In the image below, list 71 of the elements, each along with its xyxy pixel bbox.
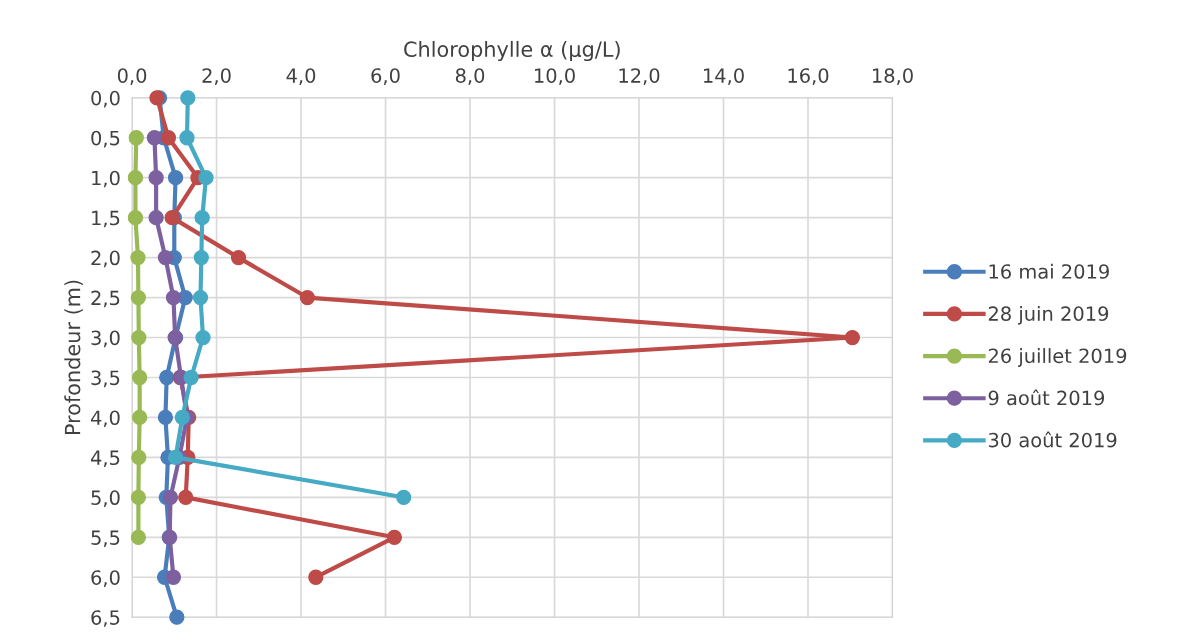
y-tick-label: 4,5 [90,450,120,468]
y-tick-label: 6,0 [91,570,120,587]
point [159,369,175,386]
x-tick-label: 18,0 [872,68,913,85]
x-tick-label: 12,0 [619,68,660,85]
x-tick-label: 8,0 [455,68,485,85]
point [195,329,211,346]
point [193,249,209,266]
x-tick-label: 0,0 [117,68,147,85]
point [180,90,196,106]
point [192,289,209,306]
point [169,609,185,625]
point [165,569,182,585]
x-tick-label: 16,0 [788,68,829,85]
point [128,130,144,146]
point [308,569,324,585]
y-tick-label: 1,0 [92,170,120,188]
point [127,210,144,226]
y-tick-label: 2,5 [91,290,120,308]
point [194,210,210,226]
y-tick-label: 2,0 [91,250,120,268]
point [174,409,190,426]
point [157,409,174,426]
y-tick-label: 1,5 [92,210,120,228]
point [844,329,861,346]
x-tick-label: 6,0 [371,68,400,85]
point [157,249,174,266]
y-tick-label: 5,5 [91,530,120,547]
point [299,289,316,306]
y-tick-label: 3,0 [91,330,120,348]
point [130,529,147,545]
point [165,289,182,306]
point [396,489,412,505]
y-tick-label: 5,0 [91,490,120,507]
legend-label: 28 juin 2019 [988,305,1109,325]
point [148,210,164,226]
point [230,249,247,266]
point [183,369,199,386]
point [167,449,184,466]
x-tick-label: 10,0 [535,68,575,85]
point [130,249,146,266]
y-tick-label: 4,0 [90,410,120,428]
point [131,449,147,466]
point [178,489,194,505]
point [130,489,147,505]
point [130,289,147,306]
point [127,170,144,186]
x-axis-title: Chlorophylle α (µg/L) [404,40,620,62]
point [160,130,177,146]
x-tick-label: 4,0 [286,68,316,85]
legend-label: 9 août 2019 [988,389,1105,406]
y-tick-label: 0,5 [91,130,120,148]
point [162,489,179,505]
legend-label: 26 juillet 2019 [988,348,1127,367]
point [167,170,184,186]
point [148,170,164,186]
x-tick-label: 2,0 [202,68,231,85]
point [198,170,214,186]
point [132,409,148,426]
legend-label: 30 août 2019 [988,431,1117,448]
y-tick-label: 0,0 [91,90,120,108]
y-axis-title: Profondeur (m) [64,280,83,435]
point [386,529,403,545]
point [131,329,147,346]
point [146,130,163,146]
x-tick-label: 14,0 [704,68,744,85]
y-tick-label: 6,5 [91,610,120,627]
point [179,130,195,146]
point [132,369,148,386]
legend-label: 16 mai 2019 [989,263,1109,279]
y-tick-label: 3,5 [91,370,120,388]
